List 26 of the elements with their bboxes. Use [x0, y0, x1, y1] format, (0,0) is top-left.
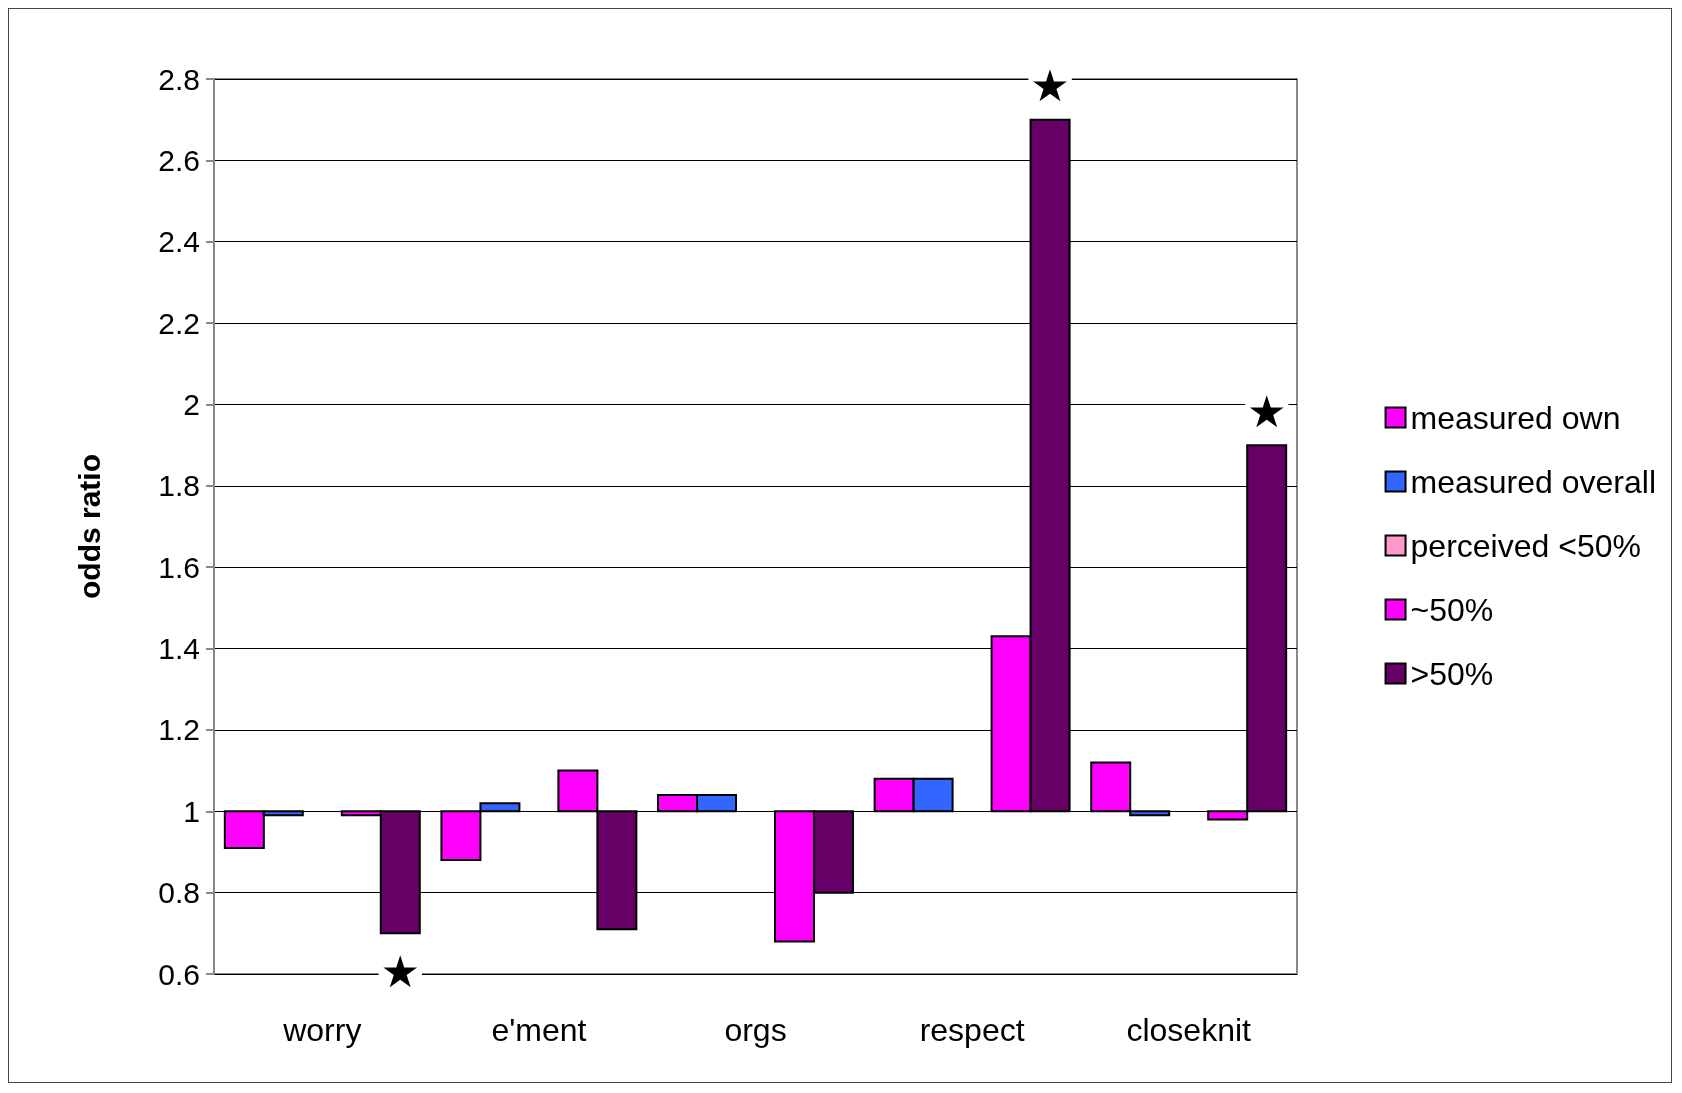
y-tick-label: 2 — [183, 387, 200, 421]
legend-label: ~50% — [1410, 591, 1494, 628]
y-tick-label: 2.6 — [158, 143, 200, 177]
y-axis-title: odds ratio — [72, 453, 106, 600]
x-tick-label: closeknit — [1126, 1012, 1252, 1048]
annotation: ★ — [380, 945, 420, 997]
legend-label: >50% — [1410, 655, 1494, 692]
y-tick-label: 1.6 — [158, 550, 200, 584]
y-tick-label: 2.4 — [158, 225, 200, 259]
legend-label: measured own — [1410, 399, 1621, 436]
y-tick-label: 1 — [183, 794, 200, 828]
y-tick-label: 1.2 — [158, 713, 200, 747]
y-tick-label: 0.6 — [158, 957, 200, 991]
y-tick-label: 1.8 — [158, 469, 200, 503]
legend-label: measured overall — [1410, 463, 1656, 500]
annotation: ★ — [1030, 60, 1070, 112]
y-tick-label: 2.2 — [158, 306, 200, 340]
annotation: ★ — [1246, 385, 1287, 437]
x-tick-label: orgs — [724, 1012, 787, 1048]
x-tick-label: respect — [919, 1012, 1025, 1048]
y-tick-label: 0.8 — [158, 876, 200, 910]
y-tick-label: 1.4 — [158, 632, 200, 666]
x-tick-label: e'ment — [491, 1012, 587, 1048]
x-tick-label: worry — [282, 1012, 362, 1048]
y-tick-label: 2.8 — [158, 62, 200, 96]
legend-label: perceived <50% — [1410, 527, 1641, 564]
